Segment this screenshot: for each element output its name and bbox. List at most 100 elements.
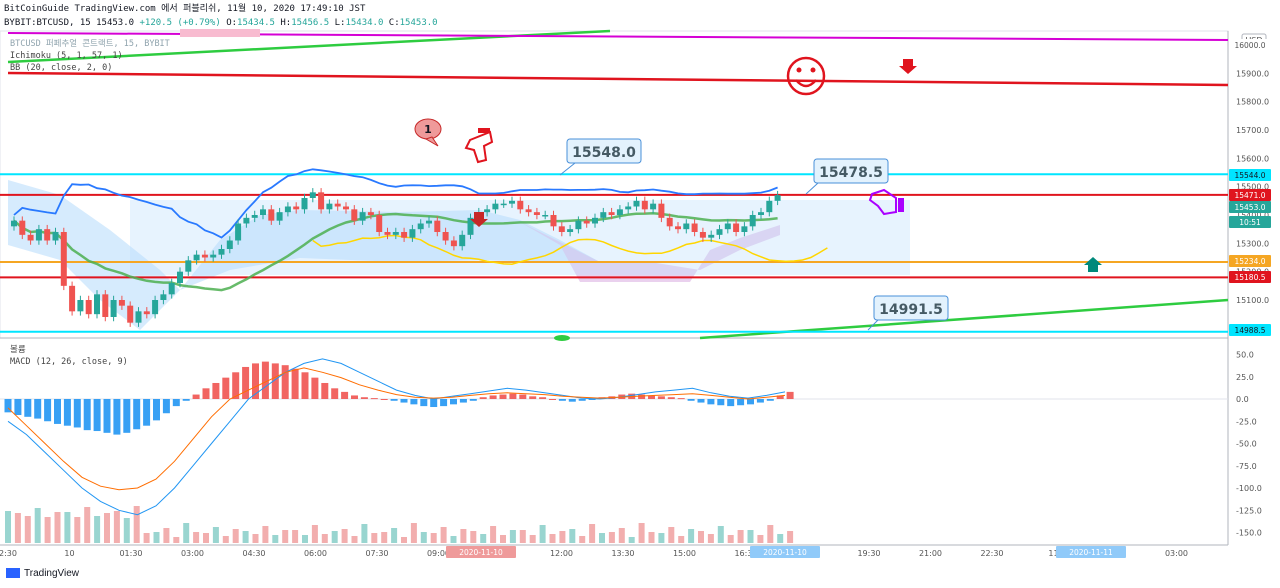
- volume-bar-53: [529, 535, 536, 543]
- pointing-hand-purple-icon[interactable]: [868, 188, 904, 216]
- candle-66: [558, 226, 565, 232]
- time-tick-2: 01:30: [119, 549, 142, 558]
- candle-64: [542, 215, 549, 217]
- date-badge-2-box: [1056, 546, 1126, 558]
- histogram-bar-22: [222, 377, 230, 399]
- price-chart[interactable]: 15548.0 15478.5 14991.5 1 16000.0 15900.0…: [0, 0, 1280, 568]
- volume-bar-38: [381, 532, 388, 543]
- candle-11: [102, 294, 109, 317]
- callout-15548[interactable]: 15548.0: [559, 138, 642, 176]
- candle-29: [251, 215, 258, 218]
- candle-51: [434, 220, 441, 232]
- price-tick-7: 15300.0: [1236, 239, 1269, 248]
- tradingview-logo-icon[interactable]: [6, 568, 20, 579]
- date-badges: 2020-11-10 2020-11-10 2020-11-11: [446, 546, 1126, 558]
- histogram-bar-26: [261, 361, 269, 399]
- time-tick-1: 10: [64, 549, 74, 558]
- histogram-bar-12: [123, 399, 131, 433]
- macd-tick-3: -25.0: [1236, 417, 1257, 426]
- histogram-bar-75: [747, 399, 754, 405]
- candle-40: [343, 206, 349, 210]
- legend-macd[interactable]: MACD (12, 26, close, 9): [10, 357, 128, 367]
- histogram-bar-34: [341, 391, 349, 399]
- arrow-down-small-icon[interactable]: [470, 212, 488, 227]
- candle-79: [666, 217, 673, 227]
- legend-ichimoku[interactable]: Ichimoku (5, 1, 57, 1): [10, 51, 123, 61]
- candle-0: [11, 220, 17, 227]
- price-tick-9: 15100.0: [1236, 296, 1269, 305]
- price-tag-5-box: [1229, 271, 1271, 283]
- histogram-bar-49: [489, 395, 497, 399]
- candle-60: [509, 200, 515, 204]
- legend-volume[interactable]: 볼륨: [10, 345, 26, 355]
- candle-18: [160, 294, 167, 300]
- candles[interactable]: [11, 188, 781, 327]
- volume-bar-36: [361, 524, 368, 543]
- histogram-bar-41: [410, 399, 418, 405]
- chart-header: BitCoinGuide TradingView.com 에서 퍼블리쉬, 11…: [4, 2, 438, 30]
- time-axis[interactable]: 2:301001:3003:0004:3006:0007:3009:0010:3…: [0, 549, 1188, 558]
- volume-bar-32: [321, 534, 328, 543]
- volume-bar-58: [579, 536, 586, 543]
- candle-88: [741, 226, 748, 232]
- candle-35: [301, 198, 308, 210]
- volume-bar-1: [14, 513, 21, 543]
- volume-bar-49: [490, 526, 497, 543]
- candle-53: [450, 240, 457, 247]
- volume-bar-5: [54, 512, 61, 543]
- date-badge-1-box: [750, 546, 820, 558]
- pointing-hand-red-icon[interactable]: [464, 128, 494, 164]
- volume-bar-51: [509, 530, 516, 543]
- histogram-bar-1: [14, 399, 22, 416]
- smiley-icon[interactable]: [786, 56, 826, 96]
- histogram-bar-57: [568, 399, 576, 402]
- bubble-1-icon[interactable]: 1: [414, 118, 442, 147]
- l-value: 15434.0: [345, 18, 384, 28]
- arrow-up-icon[interactable]: [1084, 257, 1102, 272]
- candle-57: [484, 209, 491, 213]
- volume-bar-6: [64, 512, 71, 543]
- volume-bar-0: [5, 511, 11, 543]
- histogram-bar-9: [93, 399, 101, 432]
- price-tag-3-box: [1229, 216, 1271, 228]
- arrow-down-icon[interactable]: [899, 59, 917, 74]
- volume-bar-42: [420, 532, 427, 543]
- legend-bb[interactable]: BB (20, close, 2, 0): [10, 63, 113, 73]
- histogram-bar-30: [301, 372, 309, 399]
- candle-34: [293, 206, 300, 210]
- horizontal-levels[interactable]: [0, 173, 1228, 333]
- volume-bar-55: [549, 534, 556, 543]
- macd-axis: 50.0 25.0 0.0 -25.0 -50.0 -75.0 -100.0 -125.0 -1…: [1236, 351, 1262, 538]
- volume-bar-79: [787, 531, 794, 543]
- histogram-bar-47: [469, 399, 477, 401]
- candle-84: [708, 234, 715, 238]
- legend-main[interactable]: BTCUSD 퍼페추얼 콘트랙트, 15, BYBIT: [10, 39, 170, 49]
- trend-line-red[interactable]: [7, 71, 1229, 87]
- volume-bar-25: [252, 534, 259, 543]
- candle-43: [367, 212, 374, 215]
- callout-1-label: 15548.0: [572, 145, 636, 161]
- time-tick-3: 03:00: [181, 549, 204, 558]
- ichimoku-cloud-red: [520, 222, 780, 282]
- histogram-bar-65: [648, 395, 655, 399]
- volume-bar-57: [569, 529, 576, 543]
- time-tick-7: 09:00: [427, 549, 450, 558]
- price-tick-5: 15500.0: [1236, 183, 1269, 192]
- volume-bar-17: [173, 537, 180, 543]
- volume-bar-20: [203, 533, 209, 543]
- volume-bar-29: [292, 530, 299, 543]
- o-value: 15434.5: [237, 18, 275, 28]
- histogram-bar-54: [539, 397, 547, 399]
- histogram-bar-8: [83, 399, 91, 431]
- histogram-bar-44: [440, 399, 448, 407]
- histogram-bar-77: [766, 399, 774, 401]
- volume-bar-63: [628, 537, 635, 543]
- volume-bar-52: [519, 530, 526, 543]
- callout-14991[interactable]: 14991.5: [867, 295, 949, 331]
- candle-92: [774, 195, 781, 201]
- histogram-bar-6: [63, 399, 71, 426]
- macd-line: [7, 358, 786, 516]
- publish-line: BitCoinGuide TradingView.com 에서 퍼블리쉬, 11…: [4, 4, 366, 14]
- candle-5: [52, 232, 59, 241]
- callout-15478[interactable]: 15478.5: [805, 158, 889, 195]
